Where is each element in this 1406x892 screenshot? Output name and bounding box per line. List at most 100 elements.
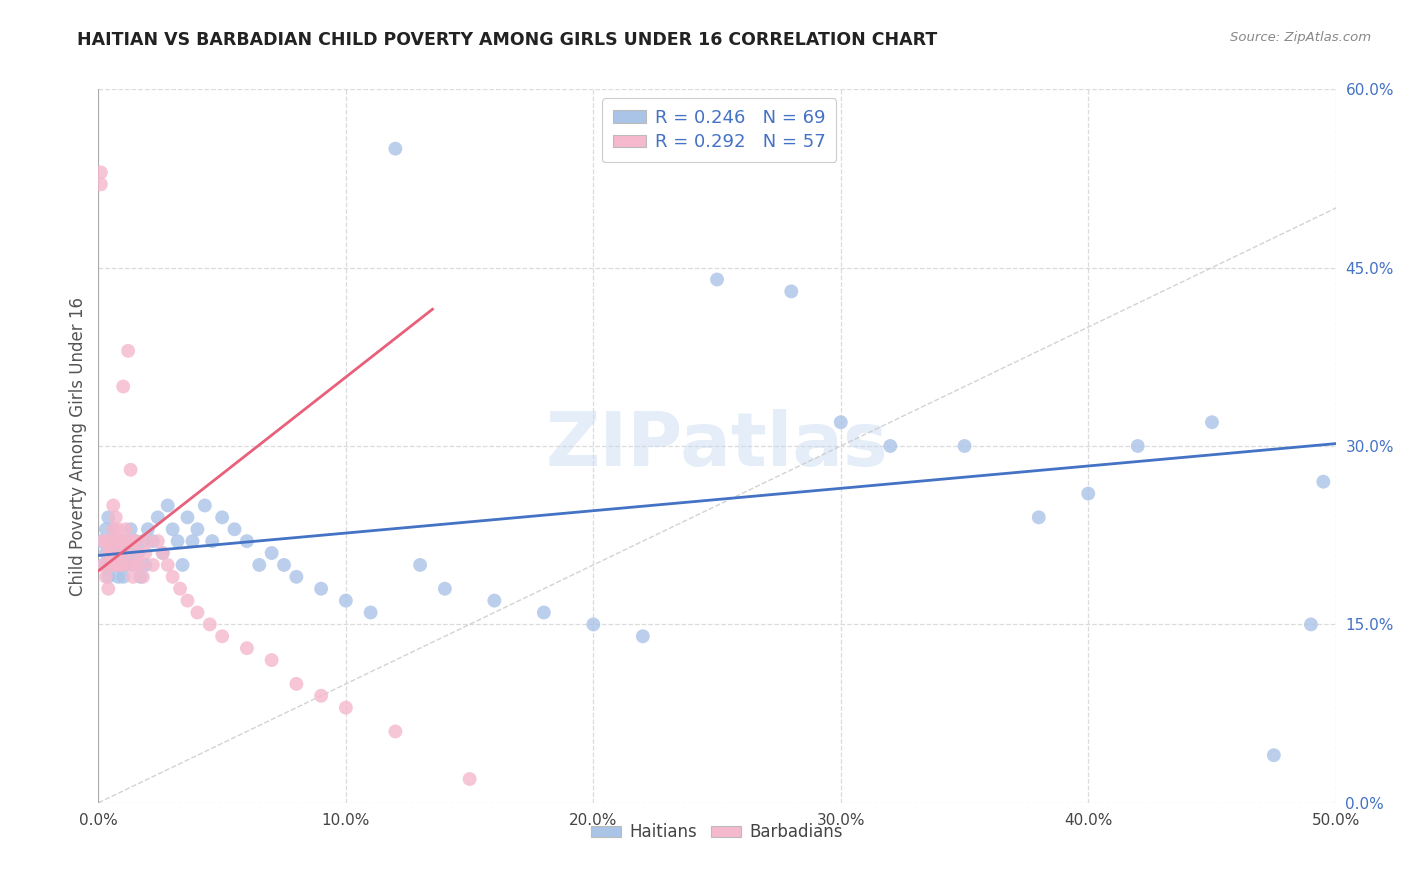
Point xyxy=(1312,475,1334,489)
Point xyxy=(186,522,208,536)
Point xyxy=(1077,486,1099,500)
Point xyxy=(124,534,146,549)
Point xyxy=(458,772,481,786)
Point xyxy=(134,546,156,560)
Point xyxy=(236,534,259,549)
Point xyxy=(384,142,406,156)
Point xyxy=(97,582,120,596)
Point xyxy=(104,534,127,549)
Point xyxy=(152,546,174,560)
Point xyxy=(103,522,125,536)
Point xyxy=(631,629,654,643)
Point xyxy=(146,510,169,524)
Point xyxy=(100,558,122,572)
Point xyxy=(93,558,115,572)
Point xyxy=(107,570,129,584)
Point xyxy=(110,558,132,572)
Point xyxy=(129,570,152,584)
Point xyxy=(236,641,259,656)
Point xyxy=(110,546,132,560)
Point xyxy=(107,546,129,560)
Point xyxy=(120,558,142,572)
Point xyxy=(117,546,139,560)
Point xyxy=(433,582,456,596)
Point xyxy=(122,570,145,584)
Text: ZIPatlas: ZIPatlas xyxy=(546,409,889,483)
Point xyxy=(122,558,145,572)
Point xyxy=(107,534,129,549)
Point xyxy=(132,570,155,584)
Point xyxy=(142,558,165,572)
Y-axis label: Child Poverty Among Girls Under 16: Child Poverty Among Girls Under 16 xyxy=(69,296,87,596)
Point xyxy=(97,570,120,584)
Point xyxy=(260,653,283,667)
Point xyxy=(90,534,112,549)
Point xyxy=(104,558,127,572)
Point xyxy=(104,510,127,524)
Point xyxy=(103,558,125,572)
Point xyxy=(103,522,125,536)
Point xyxy=(93,534,115,549)
Point xyxy=(129,558,152,572)
Point xyxy=(1299,617,1322,632)
Point xyxy=(103,499,125,513)
Point xyxy=(285,677,308,691)
Point xyxy=(780,285,803,299)
Point xyxy=(1263,748,1285,763)
Point xyxy=(533,606,555,620)
Point xyxy=(1028,510,1050,524)
Point xyxy=(127,546,149,560)
Point xyxy=(100,534,122,549)
Point xyxy=(117,343,139,358)
Text: HAITIAN VS BARBADIAN CHILD POVERTY AMONG GIRLS UNDER 16 CORRELATION CHART: HAITIAN VS BARBADIAN CHILD POVERTY AMONG… xyxy=(77,31,938,49)
Legend: Haitians, Barbadians: Haitians, Barbadians xyxy=(585,817,849,848)
Point xyxy=(169,582,191,596)
Point xyxy=(152,546,174,560)
Point xyxy=(97,510,120,524)
Point xyxy=(162,570,184,584)
Point xyxy=(100,558,122,572)
Point xyxy=(260,546,283,560)
Point xyxy=(93,558,115,572)
Point xyxy=(162,522,184,536)
Point xyxy=(112,379,135,393)
Point xyxy=(211,510,233,524)
Point xyxy=(142,534,165,549)
Point xyxy=(953,439,976,453)
Point xyxy=(360,606,382,620)
Point xyxy=(211,629,233,643)
Point xyxy=(309,689,332,703)
Point xyxy=(285,570,308,584)
Point xyxy=(198,617,221,632)
Point xyxy=(127,546,149,560)
Point xyxy=(120,522,142,536)
Point xyxy=(107,522,129,536)
Point xyxy=(1126,439,1149,453)
Point xyxy=(110,534,132,549)
Point xyxy=(273,558,295,572)
Point xyxy=(132,534,155,549)
Point xyxy=(124,534,146,549)
Point xyxy=(90,178,112,192)
Point xyxy=(112,570,135,584)
Point xyxy=(112,534,135,549)
Point xyxy=(706,272,728,286)
Point xyxy=(181,534,204,549)
Point xyxy=(582,617,605,632)
Point xyxy=(94,534,117,549)
Point xyxy=(484,593,506,607)
Point xyxy=(384,724,406,739)
Point xyxy=(124,558,146,572)
Point xyxy=(194,499,217,513)
Point xyxy=(146,534,169,549)
Text: Source: ZipAtlas.com: Source: ZipAtlas.com xyxy=(1230,31,1371,45)
Point xyxy=(117,534,139,549)
Point xyxy=(103,546,125,560)
Point xyxy=(114,546,136,560)
Point xyxy=(186,606,208,620)
Point xyxy=(100,546,122,560)
Point xyxy=(90,165,112,179)
Point xyxy=(120,463,142,477)
Point xyxy=(114,558,136,572)
Point xyxy=(134,558,156,572)
